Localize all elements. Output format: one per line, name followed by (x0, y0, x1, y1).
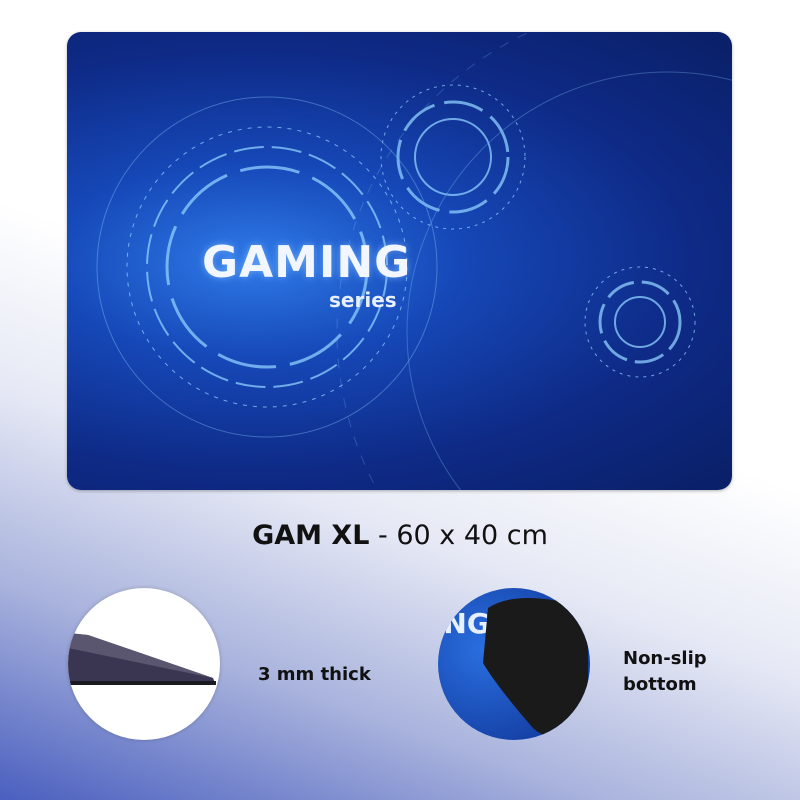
series-logo-text: series (329, 288, 397, 312)
non-slip-label-line2: bottom (623, 674, 697, 695)
rubber-bottom-graphic: ING (438, 598, 588, 740)
svg-text:ING: ING (438, 607, 490, 640)
non-slip-detail-image: ING (438, 588, 590, 740)
gaming-logo-text: GAMING (202, 237, 412, 288)
model-name: GAM XL (252, 520, 370, 551)
non-slip-label: Non-slip bottom (623, 646, 707, 698)
pad-edge-graphic (68, 633, 216, 685)
tech-circles-graphic (96, 32, 732, 490)
title-separator: - (369, 520, 397, 551)
non-slip-label-line1: Non-slip (623, 648, 707, 669)
size-text: 60 x 40 cm (396, 520, 548, 551)
thickness-label: 3 mm thick (258, 664, 371, 685)
thickness-detail-image (68, 588, 220, 740)
product-title: GAM XL - 60 x 40 cm (0, 520, 800, 551)
mousepad-image: GAMING series (67, 32, 732, 490)
